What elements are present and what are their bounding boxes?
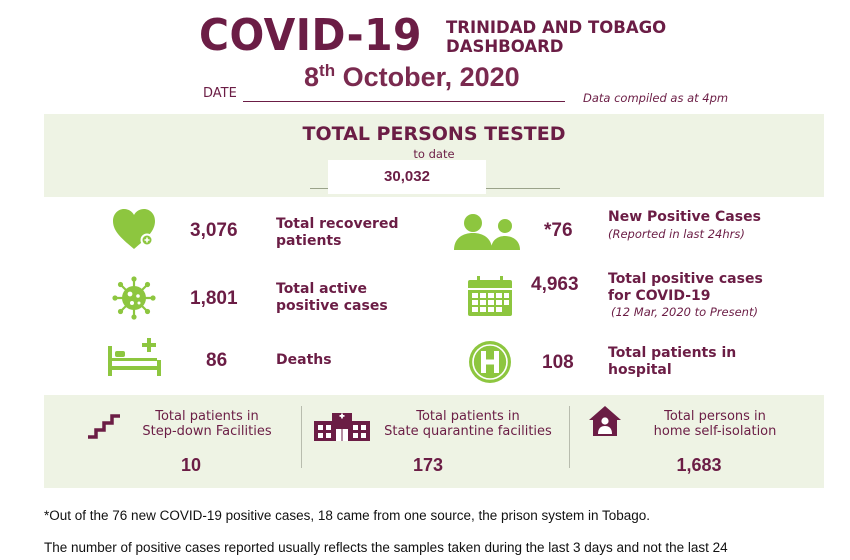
home-value: 1,683 [676, 455, 722, 475]
deaths-value: 86 [206, 350, 228, 371]
quarantine-label-line-2: State quarantine facilities [384, 424, 552, 439]
subtitle-line-1: TRINIDAD AND TOBAGO [446, 18, 667, 37]
home-icon [589, 406, 621, 436]
stepdown-label: Total patients in Step-down Facilities [114, 409, 300, 439]
virus-icon [112, 276, 156, 320]
stepdown-label-line-1: Total patients in [155, 409, 259, 424]
active-label: Total active positive cases [276, 281, 388, 315]
recovered-value: 3,076 [190, 220, 238, 241]
quarantine-label-line-1: Total patients in [416, 409, 520, 424]
column-divider-2 [569, 406, 570, 468]
total-positive-label: Total positive cases for COVID-19 [608, 271, 763, 305]
stepdown-label-line-2: Step-down Facilities [142, 424, 272, 439]
report-date: 8th October, 2020 [304, 62, 520, 93]
total-tested-subtitle: to date [413, 147, 455, 161]
total-positive-value: 4,963 [531, 274, 579, 295]
total-tested-box: 30,032 [328, 160, 486, 194]
facilities-panel: Total patients in Step-down Facilities 1… [44, 395, 824, 488]
home-column: Total persons in home self-isolation 1,6… [574, 395, 824, 488]
recovered-label-line-1: Total recovered [276, 216, 399, 232]
hospital-label-line-2: hospital [608, 362, 672, 378]
new-cases-label: New Positive Cases [608, 209, 761, 225]
hospital-label-line-1: Total patients in [608, 345, 737, 361]
date-day: 8 [304, 62, 320, 92]
active-label-line-1: Total active [276, 281, 367, 297]
total-positive-label-line-1: Total positive cases [608, 271, 763, 287]
recovered-label-line-2: patients [276, 233, 342, 249]
footnote-prison-cases: *Out of the 76 new COVID-19 positive cas… [44, 508, 651, 523]
total-positive-label-line-2: for COVID-19 [608, 288, 711, 304]
hospital-value: 108 [542, 352, 574, 373]
tested-line-right [484, 188, 560, 189]
hospital-label: Total patients in hospital [608, 345, 736, 379]
date-rest: October, 2020 [335, 62, 520, 92]
home-label-line-1: Total persons in [664, 409, 766, 424]
quarantine-value: 173 [412, 455, 444, 475]
active-label-line-2: positive cases [276, 298, 388, 314]
calendar-icon [468, 276, 512, 316]
stepdown-column: Total patients in Step-down Facilities 1… [80, 395, 300, 488]
total-positive-note: (12 Mar, 2020 to Present) [611, 305, 758, 319]
subtitle-line-2: DASHBOARD [446, 37, 564, 56]
compiled-note: Data compiled as at 4pm [583, 91, 729, 105]
new-cases-value: *76 [544, 220, 573, 241]
new-cases-note: (Reported in last 24hrs) [608, 227, 745, 241]
people-icon [454, 214, 520, 250]
quarantine-label: Total patients in State quarantine facil… [366, 409, 570, 439]
column-divider-1 [301, 406, 302, 468]
date-suffix: th [319, 61, 336, 80]
recovered-label: Total recovered patients [276, 216, 398, 250]
home-label-line-2: home self-isolation [653, 424, 777, 439]
total-tested-title: TOTAL PERSONS TESTED [302, 123, 566, 145]
dashboard-title: COVID-19 [199, 10, 422, 61]
hospital-h-icon [469, 341, 511, 383]
stairs-icon [88, 414, 120, 439]
total-tested-panel: TOTAL PERSONS TESTED to date 30,032 [44, 114, 824, 197]
quarantine-column: Total patients in State quarantine facil… [306, 395, 568, 488]
active-value: 1,801 [190, 288, 238, 309]
dashboard-subtitle: TRINIDAD AND TOBAGO DASHBOARD [446, 18, 666, 56]
stepdown-value: 10 [180, 455, 202, 475]
tested-line-left [310, 188, 330, 189]
date-label: DATE [203, 86, 237, 101]
building-icon [314, 413, 370, 441]
heart-icon [113, 209, 155, 249]
footnote-reporting: The number of positive cases reported us… [44, 540, 728, 555]
date-underline [243, 101, 565, 102]
hospital-bed-icon [108, 338, 161, 376]
total-tested-value: 30,032 [384, 168, 430, 185]
deaths-label: Deaths [276, 352, 332, 368]
home-label: Total persons in home self-isolation [622, 409, 808, 439]
